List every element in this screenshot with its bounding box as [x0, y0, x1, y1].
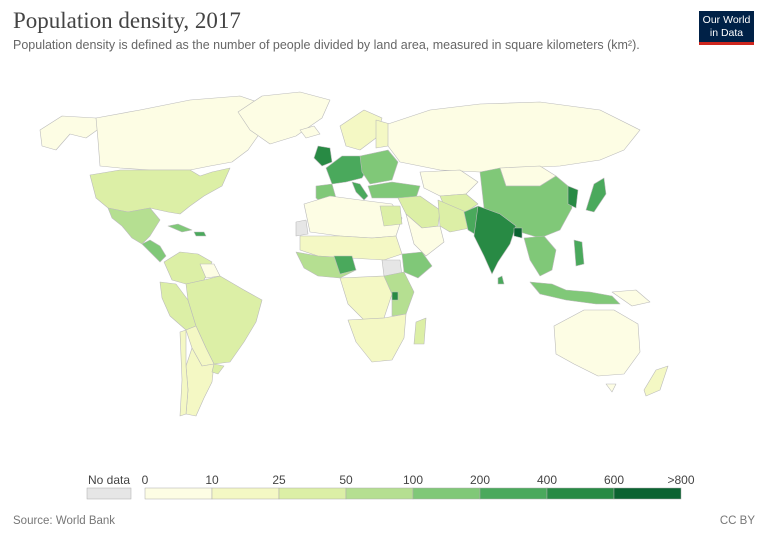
region-uruguay[interactable] — [211, 363, 225, 375]
region-caribbean[interactable] — [193, 231, 207, 237]
legend-tick-label: 200 — [470, 473, 490, 487]
region-western-sahara[interactable] — [295, 219, 309, 237]
region-canada[interactable] — [95, 95, 276, 171]
region-middle-east[interactable] — [397, 195, 441, 229]
region-sahel[interactable] — [299, 235, 403, 261]
region-russia[interactable] — [387, 101, 641, 173]
region-eastern-europe[interactable] — [359, 149, 399, 185]
region-cuba[interactable] — [167, 223, 193, 233]
legend-tick-label: 10 — [205, 473, 219, 487]
legend-no-data-swatch — [86, 487, 132, 500]
legend-tick-label: >800 — [667, 473, 694, 487]
chart-subtitle: Population density is defined as the num… — [13, 38, 640, 52]
legend-bin[interactable] — [412, 487, 481, 500]
region-usa[interactable] — [89, 167, 231, 215]
region-greenland[interactable] — [237, 91, 331, 145]
legend-bin[interactable] — [144, 487, 213, 500]
legend-bin[interactable] — [546, 487, 615, 500]
region-new-zealand[interactable] — [643, 365, 669, 397]
world-map: No data 0 10 25 50 100 200 400 600 >800 — [39, 91, 695, 500]
license-link[interactable]: CC BY — [719, 515, 755, 527]
legend-tick-label: 50 — [339, 473, 353, 487]
legend-tick-label: 100 — [403, 473, 423, 487]
chart-title: Population density, 2017 — [13, 8, 241, 33]
legend-bin[interactable] — [479, 487, 548, 500]
region-uk-ireland[interactable] — [313, 145, 333, 167]
region-australia[interactable] — [553, 309, 641, 377]
legend-bin[interactable] — [613, 487, 682, 500]
region-madagascar[interactable] — [413, 317, 427, 345]
region-mexico[interactable] — [107, 207, 161, 245]
region-iran-afghanistan[interactable] — [437, 199, 471, 233]
logo-line-1: Our World — [702, 14, 751, 26]
region-philippines[interactable] — [573, 239, 585, 267]
region-ethiopia-horn[interactable] — [401, 251, 433, 279]
region-japan[interactable] — [585, 177, 607, 213]
legend-color-bins — [144, 487, 682, 500]
legend-bin[interactable] — [278, 487, 347, 500]
legend-tick-labels: 0 10 25 50 100 200 400 600 >800 — [142, 473, 695, 487]
region-southern-africa[interactable] — [347, 313, 407, 363]
region-korea[interactable] — [567, 185, 579, 209]
region-central-america[interactable] — [141, 239, 167, 263]
legend-tick-label: 25 — [272, 473, 286, 487]
logo-line-2: in Data — [709, 27, 744, 39]
region-southeast-asia[interactable] — [523, 235, 557, 277]
region-bangladesh[interactable] — [513, 227, 523, 239]
legend-tick-label: 600 — [604, 473, 624, 487]
legend-bin[interactable] — [345, 487, 414, 500]
region-india[interactable] — [473, 205, 517, 275]
region-rwanda-burundi[interactable] — [391, 291, 399, 301]
region-kazakhstan[interactable] — [419, 169, 479, 197]
legend-tick-label: 400 — [537, 473, 557, 487]
region-italy[interactable] — [351, 181, 369, 201]
region-new-guinea[interactable] — [611, 289, 651, 307]
region-arabia[interactable] — [405, 213, 445, 257]
source-note: Source: World Bank — [13, 515, 116, 527]
region-balkans-turkey[interactable] — [367, 181, 421, 199]
region-tasmania[interactable] — [605, 383, 617, 393]
region-sri-lanka[interactable] — [497, 275, 505, 285]
region-indonesia[interactable] — [529, 281, 621, 305]
region-iceland[interactable] — [299, 125, 321, 139]
legend-tick-label: 0 — [142, 473, 149, 487]
region-alaska[interactable] — [39, 115, 101, 151]
owid-logo[interactable]: Our World in Data — [699, 11, 754, 45]
region-central-africa[interactable] — [339, 275, 393, 321]
region-north-africa[interactable] — [303, 195, 403, 239]
map-legend: No data 0 10 25 50 100 200 400 600 >800 — [86, 473, 695, 500]
region-chile[interactable] — [179, 329, 189, 417]
legend-no-data-label: No data — [88, 473, 130, 487]
region-nigeria[interactable] — [333, 255, 357, 275]
region-egypt[interactable] — [379, 205, 403, 227]
legend-bin[interactable] — [211, 487, 280, 500]
